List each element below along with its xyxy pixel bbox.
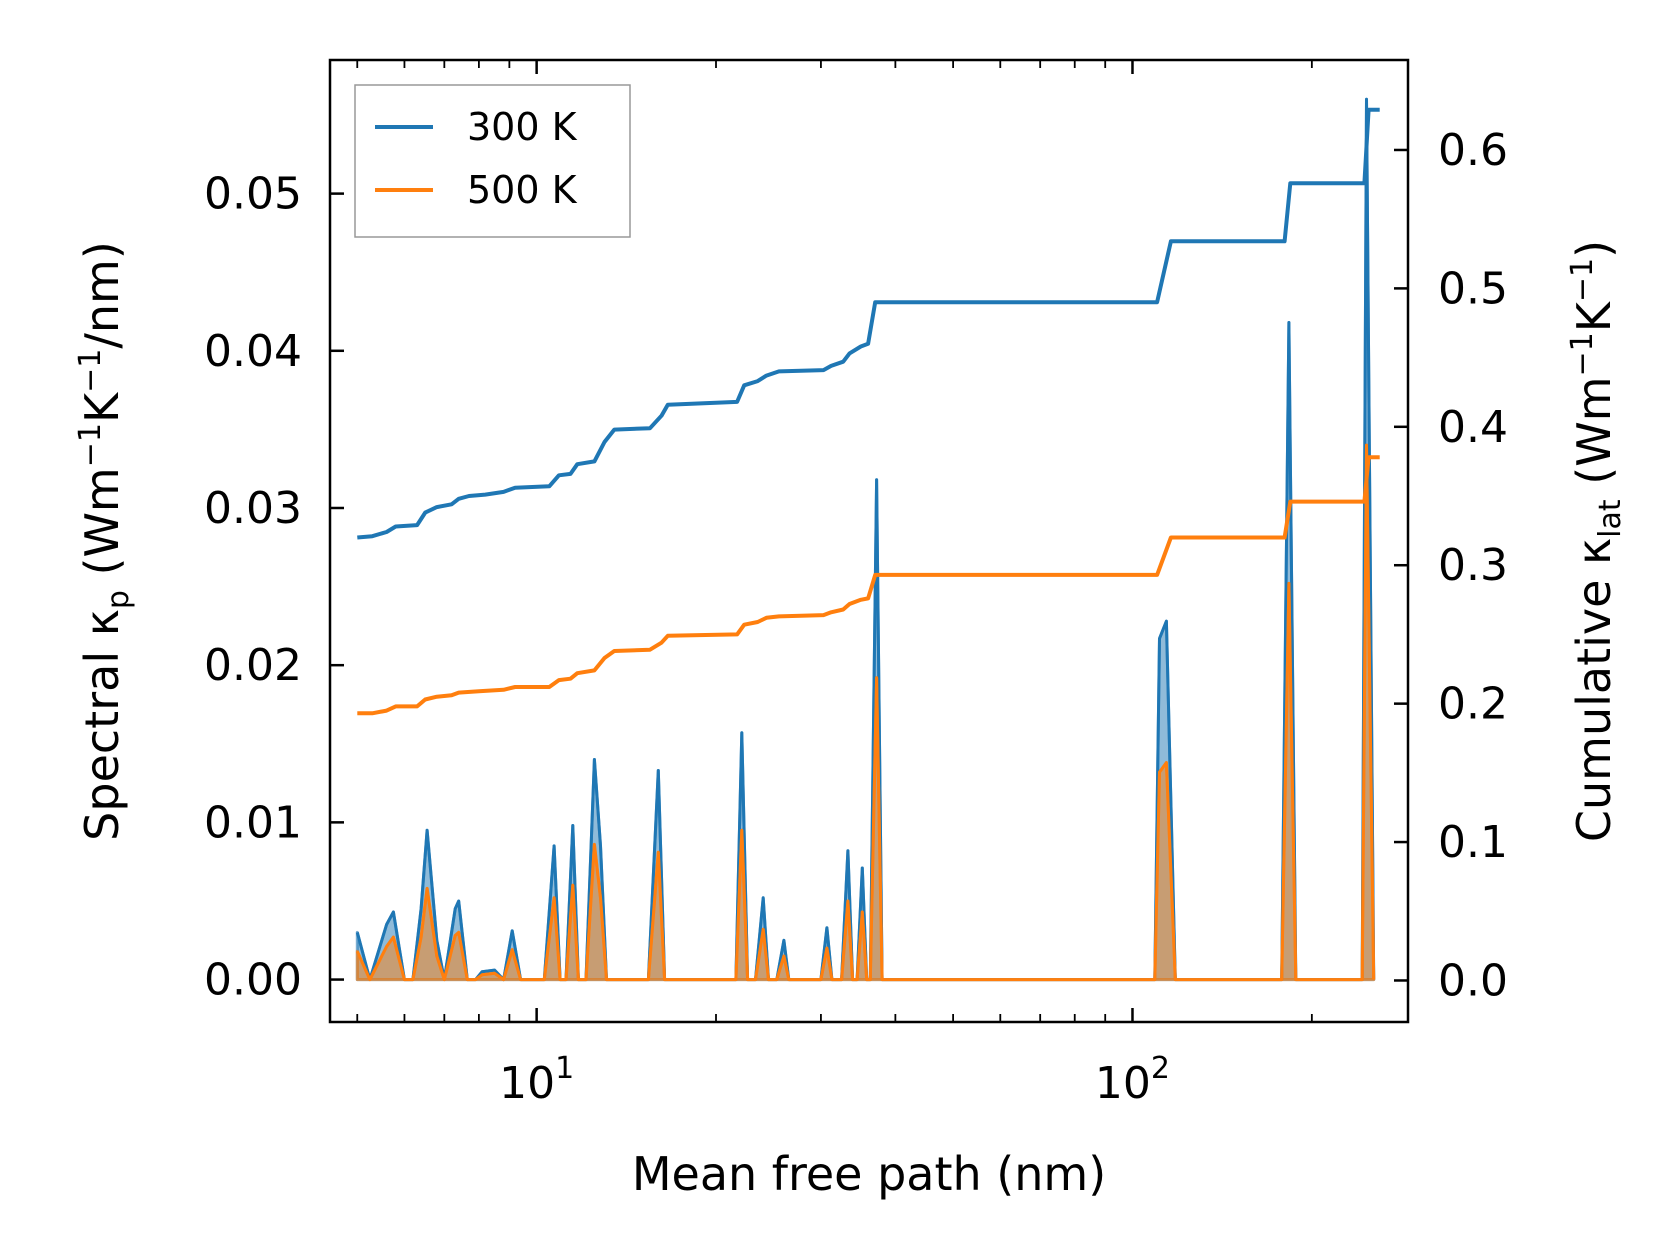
spectral-line-500k — [355, 443, 1376, 982]
plot-frame — [328, 58, 1410, 1024]
right-axis-label: Cumulative κlat (Wm−1K−1) — [1565, 240, 1628, 842]
legend-label-500k: 500 K — [467, 168, 578, 212]
x-axis-label: Mean free path (nm) — [632, 1147, 1106, 1201]
left-tick-label: 0.04 — [204, 326, 302, 377]
left-axis-label: Spectral κp (Wm−1K−1/nm) — [73, 241, 136, 841]
axis-ticks: 0.00 0.01 0.02 0.03 0.04 0.05 0.0 0.1 0.2 0.3 0.4 0… — [204, 60, 1508, 1109]
right-tick-label: 0.4 — [1438, 402, 1508, 453]
left-tick-label: 0.02 — [204, 640, 302, 691]
right-tick-label: 0.5 — [1438, 263, 1508, 314]
left-tick-label: 0.01 — [204, 797, 302, 848]
legend: 300 K 500 K — [354, 84, 631, 238]
right-tick-label: 0.2 — [1438, 679, 1508, 730]
legend-label-300k: 300 K — [467, 105, 578, 149]
right-tick-label: 0.6 — [1438, 125, 1508, 176]
cumulative-line-300k — [357, 107, 1380, 540]
left-tick-label: 0.05 — [204, 169, 302, 220]
left-tick-label: 0.00 — [204, 955, 302, 1006]
x-tick-label: 101 — [499, 1051, 574, 1109]
cumulative-line-500k — [357, 455, 1380, 716]
right-tick-label: 0.0 — [1438, 955, 1508, 1006]
right-tick-label: 0.3 — [1438, 540, 1508, 591]
x-tick-label: 102 — [1095, 1051, 1170, 1109]
right-tick-label: 0.1 — [1438, 817, 1508, 868]
left-tick-label: 0.03 — [204, 483, 302, 534]
legend-box — [354, 84, 631, 238]
plot-area — [355, 97, 1380, 982]
